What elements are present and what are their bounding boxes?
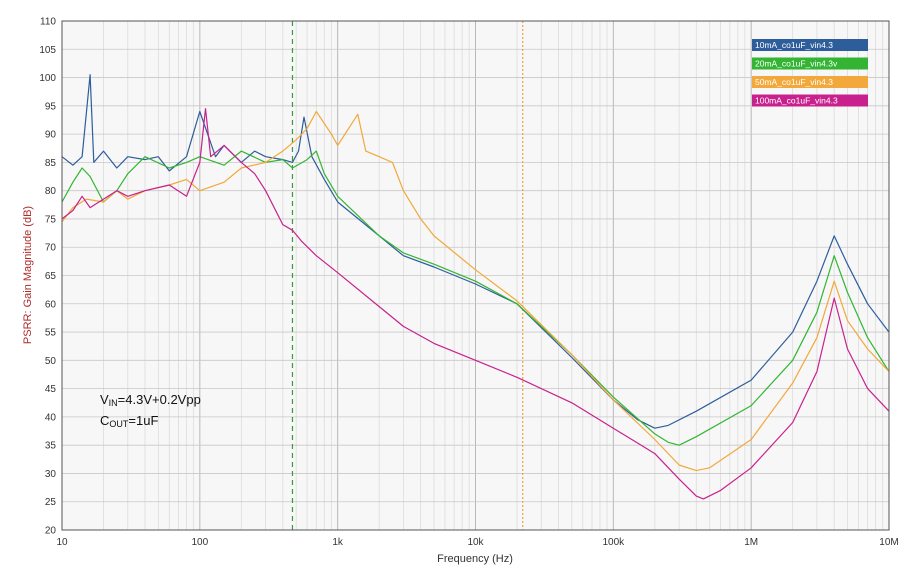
legend-swatch — [752, 94, 868, 107]
legend-swatch — [752, 57, 868, 70]
x-axis-title: Frequency (Hz) — [437, 553, 513, 565]
x-tick-label: 1M — [744, 537, 758, 548]
series-lines — [61, 74, 890, 500]
x-tick-label: 100k — [602, 537, 625, 548]
cout-value: =1uF — [128, 413, 159, 428]
vin-symbol: V — [100, 392, 109, 407]
vin-value: =4.3V+0.2Vpp — [117, 392, 201, 407]
y-tick-label: 65 — [45, 271, 57, 282]
y-axis-title: PSRR: Gain Magnitude (dB) — [22, 206, 34, 344]
cout-subscript: OUT — [109, 419, 129, 429]
y-tick-label: 95 — [45, 101, 57, 112]
legend-swatch — [752, 76, 868, 88]
y-tick-label: 85 — [45, 158, 57, 169]
x-tick-label: 10 — [56, 537, 68, 548]
plot-frame — [61, 20, 890, 531]
y-tick-label: 45 — [45, 384, 57, 395]
y-tick-label: 35 — [45, 441, 57, 452]
y-tick-label: 80 — [45, 186, 57, 197]
y-axis-ticks: 20 25 30 35 40 45 50 55 60 65 70 75 80 85 90 95 100 105 11… — [39, 17, 56, 537]
series-line — [61, 150, 890, 446]
series-line — [61, 108, 890, 500]
x-tick-label: 1k — [332, 537, 344, 548]
y-tick-label: 40 — [45, 412, 57, 423]
x-tick-label: 100 — [191, 537, 208, 548]
y-tick-label: 50 — [45, 356, 57, 367]
y-tick-label: 55 — [45, 328, 57, 339]
y-tick-label: 105 — [39, 45, 56, 56]
y-tick-label: 110 — [40, 17, 56, 28]
y-tick-label: 20 — [45, 526, 57, 537]
x-axis-ticks: 10 100 1k 10k 100k 1M 10M — [56, 537, 898, 548]
y-tick-label: 30 — [45, 469, 57, 480]
x-tick-label: 10k — [467, 537, 484, 548]
legend-label: 50mA_co1uF_vin4.3 — [755, 77, 833, 87]
y-tick-label: 75 — [45, 214, 57, 225]
legend-label: 100mA_co1uF_vin4.3 — [755, 96, 838, 106]
legend-label: 10mA_co1uF_vin4.3 — [755, 40, 833, 50]
cout-symbol: C — [100, 413, 110, 428]
vin-annotation: VIN=4.3V+0.2Vpp — [100, 392, 201, 408]
y-tick-label: 100 — [39, 73, 56, 84]
y-tick-label: 90 — [45, 130, 57, 141]
series-line — [61, 74, 890, 429]
frequency-markers — [291, 21, 524, 530]
legend: 10mA_co1uF_vin4.3 20mA_co1uF_vin4.3v 50mA_… — [752, 39, 868, 107]
legend-label: 20mA_co1uF_vin4.3v — [755, 59, 838, 69]
y-tick-label: 25 — [45, 497, 57, 508]
x-tick-label: 10M — [879, 537, 898, 548]
vin-subscript: IN — [108, 398, 118, 408]
cout-annotation: COUT=1uF — [100, 413, 158, 429]
legend-swatch — [752, 39, 868, 51]
y-tick-label: 70 — [45, 243, 57, 254]
y-tick-label: 60 — [45, 299, 57, 310]
